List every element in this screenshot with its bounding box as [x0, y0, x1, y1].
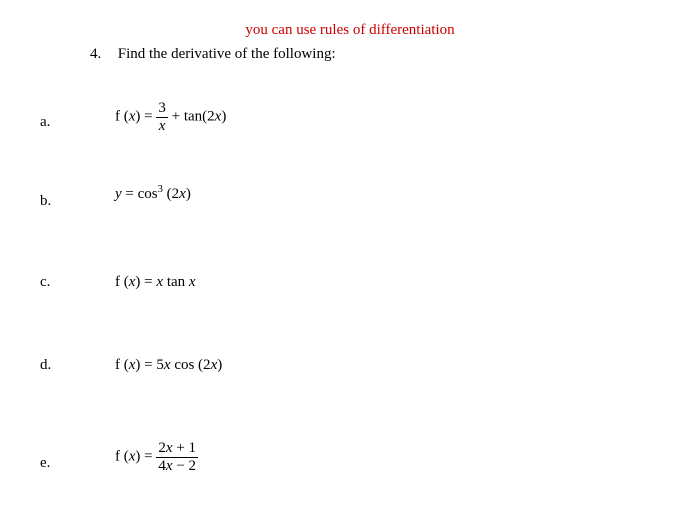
- item-label-d: d.: [40, 357, 51, 374]
- item-label-c: c.: [40, 274, 50, 291]
- item-label-b: b.: [40, 193, 51, 210]
- question-stem: 4. Find the derivative of the following:: [90, 46, 336, 63]
- item-label-a: a.: [40, 114, 50, 131]
- question-text: Find the derivative of the following:: [118, 46, 336, 62]
- instruction-text: you can use rules of differentiation: [0, 22, 700, 39]
- question-number: 4.: [90, 46, 114, 63]
- item-formula-d: f (x) = 5x cos (2x): [115, 357, 222, 374]
- page: you can use rules of differentiation 4. …: [0, 0, 700, 521]
- item-formula-e: f (x) = 2x + 14x − 2: [115, 440, 198, 474]
- item-formula-c: f (x) = x tan x: [115, 274, 196, 291]
- item-formula-b: y = cos3 (2x): [115, 186, 191, 203]
- item-formula-a: f (x) = 3x + tan(2x): [115, 100, 226, 134]
- item-label-e: e.: [40, 455, 50, 472]
